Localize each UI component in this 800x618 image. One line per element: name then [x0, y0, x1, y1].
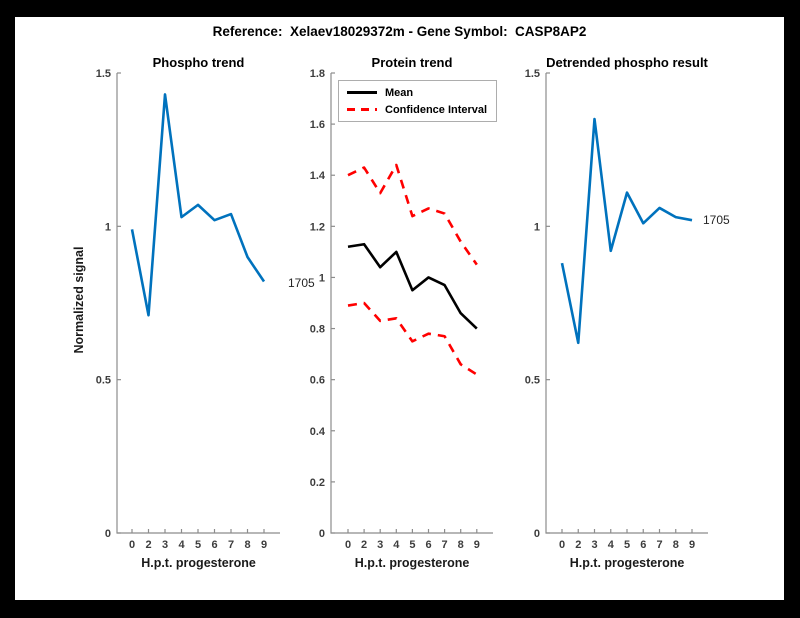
series-line-detrended-phospho-signal — [560, 117, 693, 345]
legend-entry-mean: Mean — [347, 86, 487, 99]
x-axis-label-phospho: H.p.t. progesterone — [141, 556, 256, 570]
legend-entry-confidence-interval: Confidence Interval — [347, 103, 487, 116]
svg-text:7: 7 — [656, 539, 662, 551]
svg-text:6: 6 — [640, 539, 646, 551]
mean-line-swatch — [347, 91, 377, 94]
svg-text:5: 5 — [624, 539, 630, 551]
svg-text:7: 7 — [442, 539, 448, 551]
svg-text:0.8: 0.8 — [310, 324, 325, 336]
svg-text:1: 1 — [534, 221, 540, 233]
y-axis-label: Normalized signal — [72, 246, 86, 354]
legend-mean-label: Mean — [385, 86, 414, 99]
svg-text:8: 8 — [244, 539, 250, 551]
svg-text:6: 6 — [425, 539, 431, 551]
svg-text:2: 2 — [145, 539, 151, 551]
svg-text:0.5: 0.5 — [96, 375, 111, 387]
svg-text:2: 2 — [361, 539, 367, 551]
series-line-phospho-signal — [130, 93, 266, 317]
plots-canvas: 00.511.50 2 3 4 5 6 7 8 900.20.40.60.811.21.41.6… — [96, 68, 708, 551]
svg-text:4: 4 — [393, 539, 400, 551]
svg-text:9: 9 — [474, 539, 480, 551]
x-axis-label-protein: H.p.t. progesterone — [354, 556, 470, 570]
svg-text:4: 4 — [178, 539, 185, 551]
svg-text:1.8: 1.8 — [310, 68, 325, 80]
subplot-axes-1: 00.20.40.60.811.21.41.61.80 2 3 4 5 6 7 8 9 — [310, 68, 493, 551]
svg-text:0: 0 — [105, 528, 111, 540]
svg-text:3: 3 — [377, 539, 383, 551]
series-end-label-1705-detrended: 1705 — [703, 213, 730, 227]
svg-text:5: 5 — [409, 539, 415, 551]
svg-text:9: 9 — [689, 539, 695, 551]
x-axis-label-detrended: H.p.t. progesterone — [569, 556, 685, 570]
svg-text:0.2: 0.2 — [310, 477, 325, 489]
svg-text:0: 0 — [559, 539, 565, 551]
svg-text:8: 8 — [673, 539, 679, 551]
svg-text:2: 2 — [575, 539, 581, 551]
svg-text:3: 3 — [162, 539, 168, 551]
svg-text:7: 7 — [228, 539, 234, 551]
svg-text:6: 6 — [211, 539, 217, 551]
subplot-protein-title: Protein trend — [371, 55, 453, 70]
figure-title: Reference: Xelaev18029372m - Gene Symbol… — [212, 24, 587, 39]
svg-text:0.4: 0.4 — [310, 426, 326, 438]
svg-text:4: 4 — [608, 539, 615, 551]
svg-text:0: 0 — [345, 539, 351, 551]
matlab-figure: Reference: Xelaev18029372m - Gene Symbol… — [15, 17, 784, 600]
legend-box: Mean Confidence Interval — [338, 80, 498, 122]
subplot-axes-2: 00.511.50 2 3 4 5 6 7 8 9 — [525, 68, 708, 551]
series-end-label-1705-phospho: 1705 — [288, 276, 315, 290]
svg-text:1: 1 — [319, 272, 325, 284]
svg-text:1.6: 1.6 — [310, 119, 325, 131]
series-line-confidence-interval-upper — [347, 163, 478, 266]
legend-confidence-interval-label: Confidence Interval — [385, 103, 488, 116]
svg-text:0: 0 — [534, 528, 540, 540]
svg-text:1.2: 1.2 — [310, 221, 325, 233]
series-line-confidence-interval-lower — [347, 301, 478, 376]
svg-text:0: 0 — [319, 528, 325, 540]
svg-text:1: 1 — [105, 221, 111, 233]
svg-text:1.5: 1.5 — [525, 68, 540, 80]
svg-text:0: 0 — [129, 539, 135, 551]
confidence-interval-line-swatch — [347, 108, 377, 111]
svg-text:3: 3 — [591, 539, 597, 551]
series-line-mean — [347, 242, 478, 330]
svg-text:9: 9 — [261, 539, 267, 551]
svg-text:8: 8 — [458, 539, 464, 551]
svg-text:5: 5 — [195, 539, 201, 551]
subplot-axes-0: 00.511.50 2 3 4 5 6 7 8 9 — [96, 68, 280, 551]
subplot-detrended-title: Detrended phospho result — [546, 55, 708, 70]
svg-text:1.4: 1.4 — [310, 170, 326, 182]
svg-text:0.6: 0.6 — [310, 375, 325, 387]
svg-text:0.5: 0.5 — [525, 375, 540, 387]
svg-text:1.5: 1.5 — [96, 68, 111, 80]
subplot-phospho-title: Phospho trend — [152, 55, 245, 70]
